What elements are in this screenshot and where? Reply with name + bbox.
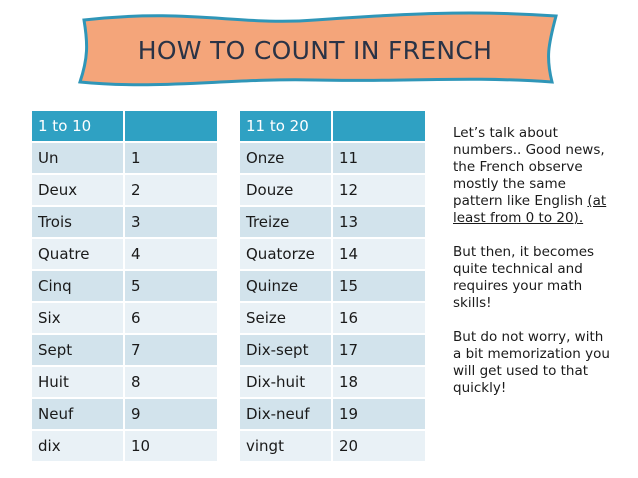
- table-row: Onze 11: [240, 143, 425, 175]
- table-header-empty: [125, 111, 217, 143]
- numeral: 2: [125, 175, 217, 207]
- title-banner: HOW TO COUNT IN FRENCH: [70, 6, 560, 90]
- numeral: 15: [333, 271, 425, 303]
- french-word: Quatorze: [240, 239, 333, 271]
- table-row: Douze 12: [240, 175, 425, 207]
- table-row: Treize 13: [240, 207, 425, 239]
- french-word: Deux: [32, 175, 125, 207]
- french-word: Douze: [240, 175, 333, 207]
- numeral: 4: [125, 239, 217, 271]
- numeral: 1: [125, 143, 217, 175]
- numeral: 16: [333, 303, 425, 335]
- french-word: Dix-sept: [240, 335, 333, 367]
- french-word: Neuf: [32, 399, 125, 431]
- table-row: Cinq 5: [32, 271, 217, 303]
- page-title: HOW TO COUNT IN FRENCH: [137, 36, 493, 65]
- side-notes: Let’s talk about numbers.. Good news, th…: [453, 125, 613, 414]
- table-row: Sept 7: [32, 335, 217, 367]
- table-row: Dix-neuf 19: [240, 399, 425, 431]
- numeral: 6: [125, 303, 217, 335]
- table-header-empty: [333, 111, 425, 143]
- french-word: Un: [32, 143, 125, 175]
- numbers-table-1-to-10: 1 to 10 Un 1 Deux 2 Trois 3 Quatre 4 Cinq 5 S…: [32, 111, 217, 463]
- french-word: dix: [32, 431, 125, 463]
- french-word: Onze: [240, 143, 333, 175]
- numeral: 11: [333, 143, 425, 175]
- french-word: Dix-huit: [240, 367, 333, 399]
- table-row: Deux 2: [32, 175, 217, 207]
- table-row: Dix-sept 17: [240, 335, 425, 367]
- side-paragraph-3: But do not worry, with a bit memorizatio…: [453, 329, 610, 396]
- french-word: Huit: [32, 367, 125, 399]
- numeral: 18: [333, 367, 425, 399]
- numeral: 20: [333, 431, 425, 463]
- table-header: 11 to 20: [240, 111, 333, 143]
- side-paragraph-1-underlined: (at least from 0 to 20).: [453, 193, 607, 226]
- table-header: 1 to 10: [32, 111, 125, 143]
- banner-shape: [77, 11, 558, 87]
- table-header-row: 1 to 10: [32, 111, 217, 143]
- french-word: Seize: [240, 303, 333, 335]
- table-row: Quinze 15: [240, 271, 425, 303]
- numeral: 12: [333, 175, 425, 207]
- numeral: 10: [125, 431, 217, 463]
- numbers-table-11-to-20: 11 to 20 Onze 11 Douze 12 Treize 13 Quatorz…: [240, 111, 425, 463]
- table-row: Six 6: [32, 303, 217, 335]
- numeral: 5: [125, 271, 217, 303]
- table-row: Neuf 9: [32, 399, 217, 431]
- table-row: Seize 16: [240, 303, 425, 335]
- side-paragraph-2: But then, it becomes quite technical and…: [453, 244, 595, 311]
- table-row: Huit 8: [32, 367, 217, 399]
- numeral: 17: [333, 335, 425, 367]
- french-word: Sept: [32, 335, 125, 367]
- table-row: Quatre 4: [32, 239, 217, 271]
- french-word: Treize: [240, 207, 333, 239]
- numeral: 8: [125, 367, 217, 399]
- french-word: Dix-neuf: [240, 399, 333, 431]
- table-row: Trois 3: [32, 207, 217, 239]
- french-word: Trois: [32, 207, 125, 239]
- table-row: Dix-huit 18: [240, 367, 425, 399]
- side-paragraph-1-text: Let’s talk about numbers.. Good news, th…: [453, 125, 605, 209]
- french-word: vingt: [240, 431, 333, 463]
- numeral: 3: [125, 207, 217, 239]
- french-word: Cinq: [32, 271, 125, 303]
- numeral: 13: [333, 207, 425, 239]
- numeral: 14: [333, 239, 425, 271]
- table-row: vingt 20: [240, 431, 425, 463]
- french-word: Quatre: [32, 239, 125, 271]
- numeral: 7: [125, 335, 217, 367]
- numeral: 9: [125, 399, 217, 431]
- table-row: Un 1: [32, 143, 217, 175]
- table-row: dix 10: [32, 431, 217, 463]
- side-paragraph-1: Let’s talk about numbers.. Good news, th…: [453, 125, 613, 227]
- numeral: 19: [333, 399, 425, 431]
- french-word: Quinze: [240, 271, 333, 303]
- table-header-row: 11 to 20: [240, 111, 425, 143]
- table-row: Quatorze 14: [240, 239, 425, 271]
- french-word: Six: [32, 303, 125, 335]
